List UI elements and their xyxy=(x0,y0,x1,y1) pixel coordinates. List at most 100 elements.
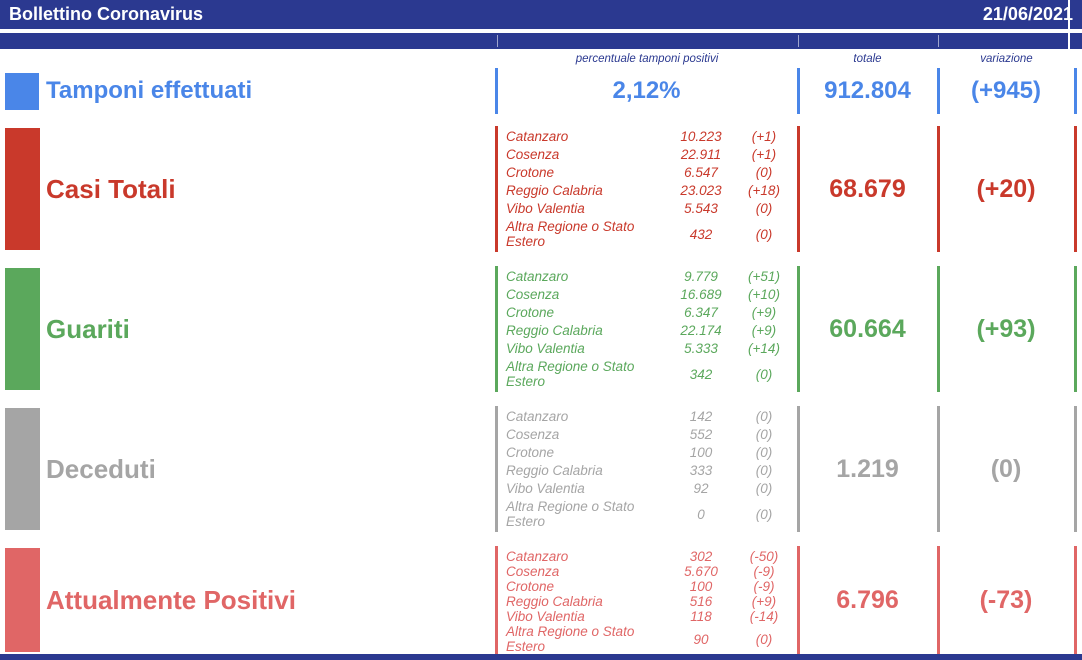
province-delta: (+18) xyxy=(748,183,780,198)
province-delta: (0) xyxy=(755,481,773,496)
separator xyxy=(937,126,940,252)
province-row: Catanzaro 9.779 (+51) xyxy=(506,269,792,284)
province-val: 333 xyxy=(689,463,713,478)
page-title: Bollettino Coronavirus xyxy=(9,4,204,24)
province-row: Catanzaro 142 (0) xyxy=(506,409,792,424)
separator xyxy=(1074,126,1077,252)
province-row: Altra Regione o Stato Estero 432 (0) xyxy=(506,219,792,249)
province-name: Catanzaro xyxy=(506,269,569,284)
province-row: Cosenza 5.670 (-9) xyxy=(506,564,792,579)
province-name: Crotone xyxy=(506,445,555,460)
province-list: Catanzaro 10.223 (+1) Cosenza 22.911 (+1) Crot… xyxy=(506,129,792,249)
province-name: Cosenza xyxy=(506,427,560,442)
separator xyxy=(937,546,940,654)
province-row: Altra Regione o Stato Estero 342 (0) xyxy=(506,359,792,389)
section-guariti: Guariti Catanzaro 9.779 (+51) Cosenza 16.689… xyxy=(0,266,1082,392)
tamponi-color-block xyxy=(5,73,39,110)
province-list: Catanzaro 9.779 (+51) Cosenza 16.689 (+10) Cro… xyxy=(506,269,792,389)
province-name: Reggio Calabria xyxy=(506,183,603,198)
province-row: Altra Regione o Stato Estero 90 (0) xyxy=(506,624,792,654)
province-row: Crotone 100 (0) xyxy=(506,445,792,460)
province-delta: (+9) xyxy=(751,323,777,338)
separator xyxy=(797,546,800,654)
province-name: Reggio Calabria xyxy=(506,463,603,478)
section-title: Casi Totali xyxy=(46,173,176,204)
separator xyxy=(1074,68,1077,114)
province-val: 118 xyxy=(690,609,712,624)
province-row: Vibo Valentia 92 (0) xyxy=(506,481,792,496)
province-delta: (0) xyxy=(755,165,773,180)
section-total: 68.679 xyxy=(829,174,906,203)
province-val: 6.347 xyxy=(684,305,718,320)
province-val: 552 xyxy=(689,427,713,442)
province-val: 23.023 xyxy=(680,183,722,198)
separator xyxy=(797,68,800,114)
province-name: Vibo Valentia xyxy=(506,481,585,496)
province-row: Reggio Calabria 516 (+9) xyxy=(506,594,792,609)
separator xyxy=(495,126,498,252)
province-val: 10.223 xyxy=(680,129,722,144)
separator xyxy=(495,266,498,392)
province-val: 22.174 xyxy=(680,323,722,338)
province-row: Reggio Calabria 333 (0) xyxy=(506,463,792,478)
separator xyxy=(797,266,800,392)
province-row: Catanzaro 302 (-50) xyxy=(506,549,792,564)
sub-bar-tick xyxy=(798,35,799,47)
province-list: Catanzaro 142 (0) Cosenza 552 (0) Crotone 100 (0… xyxy=(506,409,792,529)
section-title: Guariti xyxy=(46,313,130,344)
province-delta: (0) xyxy=(755,445,773,460)
province-delta: (+9) xyxy=(751,594,777,609)
tamponi-label: Tamponi effettuati xyxy=(46,77,253,104)
province-val: 9.779 xyxy=(684,269,718,284)
province-delta: (0) xyxy=(755,226,773,242)
separator xyxy=(937,266,940,392)
province-val: 342 xyxy=(689,366,713,382)
tamponi-total: 912.804 xyxy=(824,77,911,104)
province-val: 6.547 xyxy=(684,165,718,180)
province-row: Vibo Valentia 5.333 (+14) xyxy=(506,341,792,356)
separator xyxy=(937,406,940,532)
province-name: Cosenza xyxy=(506,147,560,162)
header-divider xyxy=(1068,0,1070,29)
province-delta: (0) xyxy=(755,201,773,216)
separator xyxy=(1074,266,1077,392)
province-delta: (+1) xyxy=(751,129,777,144)
separator xyxy=(1074,406,1077,532)
province-delta: (0) xyxy=(755,409,773,424)
province-name: Vibo Valentia xyxy=(506,341,585,356)
province-list: Catanzaro 302 (-50) Cosenza 5.670 (-9) Crotone… xyxy=(506,549,792,654)
header-divider xyxy=(1068,33,1070,49)
section-total: 1.219 xyxy=(836,454,899,483)
province-delta: (+14) xyxy=(748,341,780,356)
bottom-bar xyxy=(0,654,1082,660)
province-val: 5.333 xyxy=(684,341,718,356)
province-delta: (0) xyxy=(755,463,773,478)
province-row: Cosenza 22.911 (+1) xyxy=(506,147,792,162)
province-row: Catanzaro 10.223 (+1) xyxy=(506,129,792,144)
province-row: Crotone 6.347 (+9) xyxy=(506,305,792,320)
province-delta: (-50) xyxy=(749,549,779,564)
province-name: Catanzaro xyxy=(506,549,569,564)
title-bar: Bollettino Coronavirus 21/06/2021 xyxy=(0,0,1082,31)
province-val: 92 xyxy=(693,481,709,496)
row-tamponi-effettuati: Tamponi effettuati 2,12% 912.804 (+945) xyxy=(0,68,1082,114)
province-delta: (-9) xyxy=(753,564,775,579)
column-header-variation: variazione xyxy=(980,53,1033,65)
section-color-block xyxy=(5,128,40,250)
column-header-percent: percentuale tamponi positivi xyxy=(575,53,719,65)
separator xyxy=(937,68,940,114)
province-delta: (0) xyxy=(755,427,773,442)
province-delta: (0) xyxy=(755,506,773,522)
province-row: Cosenza 16.689 (+10) xyxy=(506,287,792,302)
province-delta: (-14) xyxy=(749,609,779,624)
province-val: 432 xyxy=(689,226,713,242)
province-name: Altra Regione o Stato Estero xyxy=(506,624,635,654)
province-row: Vibo Valentia 118 (-14) xyxy=(506,609,792,624)
section-variation: (+93) xyxy=(976,314,1036,343)
section-color-block xyxy=(5,548,40,652)
section-total: 6.796 xyxy=(836,585,899,614)
province-name: Altra Regione o Stato Estero xyxy=(506,219,635,249)
province-row: Vibo Valentia 5.543 (0) xyxy=(506,201,792,216)
section-title: Deceduti xyxy=(46,453,156,484)
province-row: Reggio Calabria 22.174 (+9) xyxy=(506,323,792,338)
